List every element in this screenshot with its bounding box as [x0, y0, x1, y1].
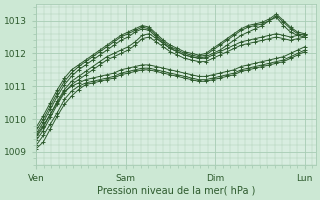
X-axis label: Pression niveau de la mer( hPa ): Pression niveau de la mer( hPa ) [97, 186, 255, 196]
